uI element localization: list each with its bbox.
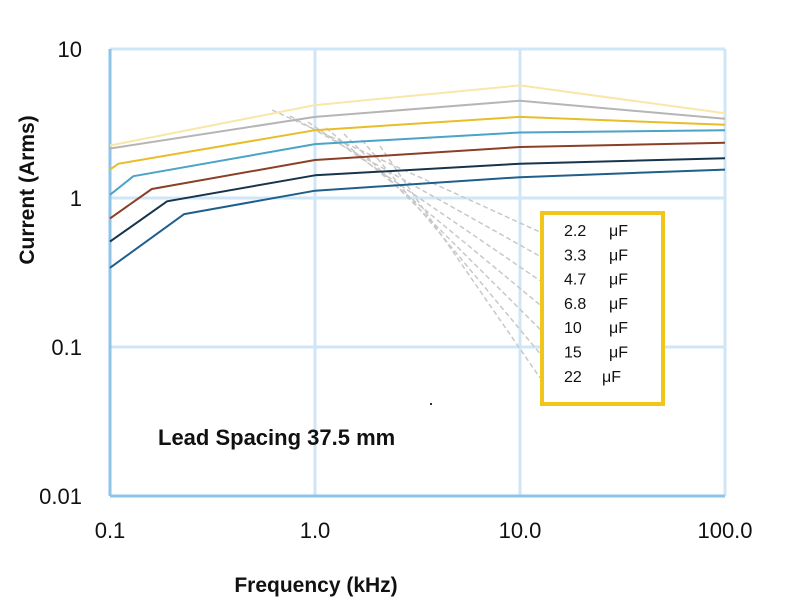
legend-value: 10 [564,320,582,337]
legend-unit: μF [609,296,628,313]
series-line-6 [109,157,726,243]
legend-leader-line [289,115,541,257]
legend-unit: μF [609,320,628,337]
series-line-1 [109,84,726,147]
axes [108,49,725,498]
series-line-3 [109,115,726,171]
x-tick-label: 0.1 [95,518,126,543]
legend: 2.2 μF 3.3 μF 4.7 μF 6.8 μF 10 μF 15 μF 22 μF [540,211,665,406]
legend-value: 3.3 [564,247,586,264]
stray-dot [430,403,432,405]
legend-value: 15 [564,345,582,362]
legend-unit: μF [609,247,628,264]
x-tick-label: 10.0 [499,518,542,543]
y-tick-label: 1 [70,186,82,211]
series-line-4 [109,129,726,196]
x-tick-label: 1.0 [300,518,331,543]
legend-value: 4.7 [564,272,586,289]
legend-value: 22 [564,369,582,386]
legend-unit: μF [609,272,628,289]
series-line-2 [109,99,726,150]
x-tick-label: 100.0 [697,518,752,543]
series-lines [109,84,726,269]
legend-leader-line [379,145,541,379]
legend-value: 6.8 [564,296,586,313]
y-axis-title: Current (Arms) [16,115,39,264]
legend-leader-line [307,121,541,282]
x-axis-title: Frequency (kHz) [234,574,397,597]
lead-spacing-annotation: Lead Spacing 37.5 mm [158,425,395,450]
legend-unit: μF [609,345,628,362]
legend-unit: μF [602,369,621,386]
series-line-7 [109,168,726,269]
legend-leader-line [343,133,541,330]
legend-leader-line [325,127,541,306]
tick-labels: 0.01 0.1 1 10 0.1 1.0 10.0 100.0 [39,37,752,543]
y-tick-label: 0.1 [51,335,82,360]
legend-value: 2.2 [564,223,586,240]
legend-leader-line [361,139,541,354]
series-line-5 [109,141,726,220]
legend-box [540,211,665,406]
legend-leader-lines [271,109,541,379]
y-tick-label: 0.01 [39,484,82,509]
legend-unit: μF [609,223,628,240]
y-tick-label: 10 [58,37,82,62]
